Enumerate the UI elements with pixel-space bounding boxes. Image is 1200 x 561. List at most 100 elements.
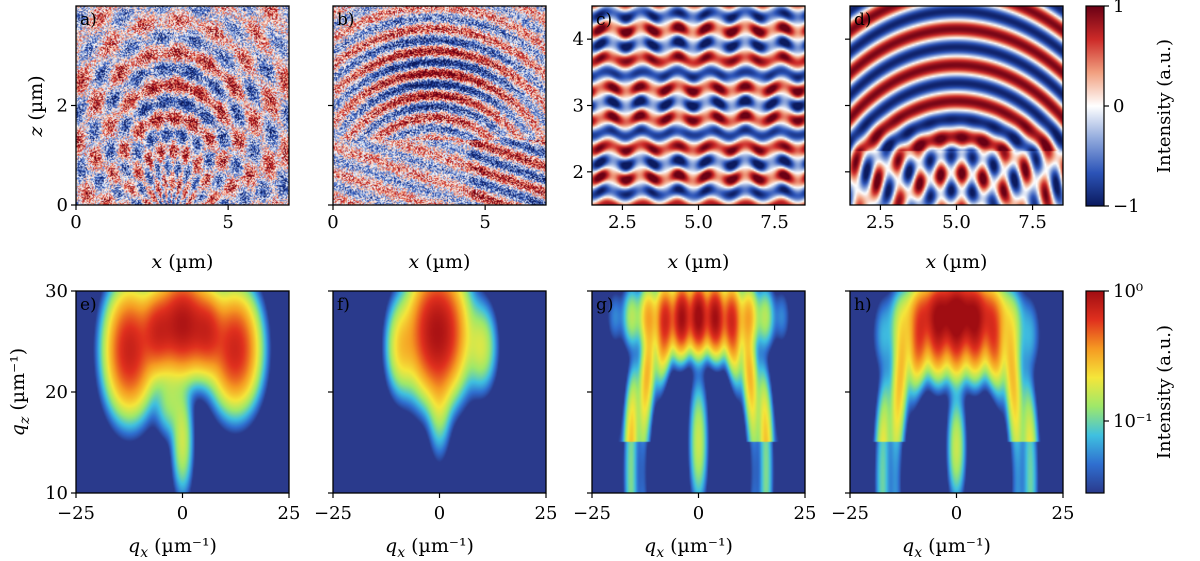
y-tick-label: 2	[57, 96, 68, 117]
x-tick-label: 25	[1052, 503, 1075, 524]
x-axis-title-unit: (µm⁻¹)	[922, 535, 991, 557]
x-tick-label: 0	[693, 503, 704, 524]
x-axis-title: x (µm)	[926, 251, 988, 273]
heatmap-image	[76, 291, 289, 493]
y-axis-title: qz (µm⁻¹)	[7, 348, 33, 436]
heatmap-image	[592, 6, 805, 205]
y-axis-title-symbol: z	[25, 126, 47, 138]
x-tick-label: 25	[794, 503, 817, 524]
x-tick-label: 0	[951, 503, 962, 524]
x-tick-label: 0	[70, 212, 81, 233]
y-axis-title-subscript: z	[17, 416, 33, 425]
panel-h	[850, 291, 1063, 493]
colorbar-title: Intensity (a.u.)	[1154, 39, 1175, 173]
x-axis-title-unit: (µm⁻¹)	[405, 535, 474, 557]
colorbar-tick-label: 0	[1113, 96, 1124, 117]
y-tick-label: 20	[45, 382, 68, 403]
x-axis-title-unit: (µm)	[678, 251, 729, 273]
y-tick-label: 2	[573, 162, 584, 183]
x-tick-label: −25	[314, 503, 352, 524]
x-axis-title-subscript: x	[914, 545, 922, 561]
x-tick-label: 25	[278, 503, 301, 524]
x-tick-label: 0	[177, 503, 188, 524]
x-axis-title-unit: (µm)	[162, 251, 213, 273]
x-tick-label: −25	[57, 503, 95, 524]
x-axis-title: qx (µm⁻¹)	[644, 535, 733, 561]
panel-a	[76, 6, 289, 205]
colorbar-bottom	[1085, 290, 1105, 494]
y-tick-label: 4	[573, 29, 584, 50]
x-axis-title: qx (µm⁻¹)	[902, 535, 991, 561]
heatmap-image	[850, 6, 1063, 205]
x-axis-title-unit: (µm⁻¹)	[664, 535, 733, 557]
panel-label: c)	[596, 10, 612, 30]
x-axis-title-subscript: x	[397, 545, 405, 561]
heatmap-image	[850, 291, 1063, 493]
x-axis-title: qx (µm⁻¹)	[128, 535, 217, 561]
x-tick-label: 0	[434, 503, 445, 524]
panels-layer	[76, 6, 1063, 493]
x-tick-label: 2.5	[866, 212, 895, 233]
x-tick-label: 5.0	[684, 212, 713, 233]
x-tick-label: −25	[573, 503, 611, 524]
panel-c	[592, 6, 805, 205]
x-tick-label: 25	[535, 503, 558, 524]
panel-g	[592, 291, 805, 493]
panel-label: h)	[854, 295, 872, 315]
x-tick-label: 2.5	[608, 212, 637, 233]
x-axis-title: qx (µm⁻¹)	[385, 535, 474, 561]
y-tick-label: 10	[45, 483, 68, 504]
heatmap-image	[592, 291, 805, 493]
colorbar-tick-label: 10⁰	[1113, 281, 1143, 302]
y-axis-title-symbol: q	[7, 424, 29, 436]
y-axis-title-unit: (µm⁻¹)	[7, 348, 29, 417]
y-axis-title-unit: (µm)	[25, 75, 47, 126]
x-axis-title-subscript: x	[140, 545, 148, 561]
colorbar-top	[1085, 5, 1105, 207]
panel-label: g)	[596, 295, 614, 315]
panel-label: e)	[80, 295, 97, 315]
panel-b	[333, 6, 546, 205]
y-tick-label: 0	[57, 195, 68, 216]
x-tick-label: 5	[222, 212, 233, 233]
axes-layer: a) 0 5 0 2 x (µm) b) 0 5 x (µm) c) 2.5 5.0 7.5 2 3 4 x (µ…	[7, 5, 1075, 561]
y-tick-label: 3	[573, 96, 584, 117]
colorbar-tick-label: 1	[1113, 0, 1124, 17]
colorbar-tick-label: −1	[1113, 196, 1140, 217]
x-axis-title-symbol: x	[409, 251, 420, 273]
y-tick-label: 30	[45, 281, 68, 302]
x-axis-title-unit: (µm)	[419, 251, 470, 273]
heatmap-image	[333, 291, 546, 493]
x-tick-label: 7.5	[760, 212, 789, 233]
panel-label: d)	[854, 10, 872, 30]
x-axis-title-symbol: q	[644, 535, 656, 557]
panel-f	[333, 291, 546, 493]
x-axis-title-unit: (µm)	[936, 251, 987, 273]
x-axis-title: x (µm)	[152, 251, 214, 273]
panel-label: f)	[337, 295, 350, 315]
x-tick-label: −25	[831, 503, 869, 524]
y-axis-title: z (µm)	[25, 75, 47, 137]
x-axis-title-symbol: x	[668, 251, 679, 273]
x-tick-label: 7.5	[1018, 212, 1047, 233]
x-axis-title-unit: (µm⁻¹)	[148, 535, 217, 557]
colorbar-tick-label: 10⁻¹	[1113, 411, 1153, 432]
panel-label: a)	[80, 10, 97, 30]
x-tick-label: 5	[479, 212, 490, 233]
x-axis-title-symbol: q	[385, 535, 397, 557]
panel-label: b)	[337, 10, 355, 30]
x-axis-title: x (µm)	[668, 251, 730, 273]
x-axis-title-symbol: x	[152, 251, 163, 273]
heatmap-image	[333, 6, 546, 205]
x-axis-title-subscript: x	[656, 545, 664, 561]
x-tick-label: 0	[327, 212, 338, 233]
x-axis-title-symbol: q	[902, 535, 914, 557]
panel-e	[76, 291, 289, 493]
heatmap-image	[76, 6, 289, 205]
x-tick-label: 5.0	[942, 212, 971, 233]
colorbar-title: Intensity (a.u.)	[1154, 325, 1175, 459]
x-axis-title-symbol: q	[128, 535, 140, 557]
panel-d	[850, 6, 1063, 205]
